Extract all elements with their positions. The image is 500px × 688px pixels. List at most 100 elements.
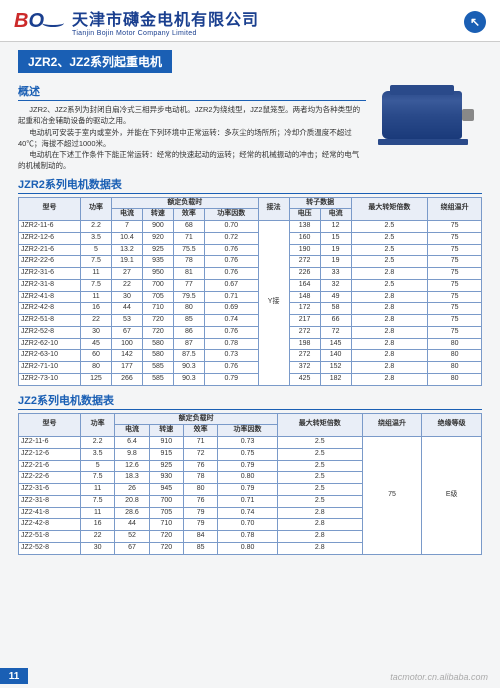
th-pf: 功率因数	[204, 209, 258, 221]
table-cell: 272	[289, 256, 320, 268]
overview-p3: 电动机在下述工作条件下能正常运转：经常的快速起动的运转；经常的机械振动的冲击；经…	[18, 149, 366, 172]
table-row: JZR2-41-8113070579.50.71148492.875	[19, 291, 482, 303]
table-cell: 7.5	[81, 495, 115, 507]
table-cell: 2.5	[351, 232, 428, 244]
table-cell: 30	[81, 326, 112, 338]
table-cell: 7	[111, 221, 142, 233]
table-cell: 720	[149, 531, 183, 543]
table-cell: 77	[173, 279, 204, 291]
table-cell: 87	[173, 338, 204, 350]
table-cell: 0.70	[218, 519, 278, 531]
table-cell: JZ2-42-8	[19, 519, 81, 531]
table-cell: JZ2-22-6	[19, 472, 81, 484]
table-cell: 2.5	[277, 460, 362, 472]
table-row: JZR2-21-6513.292575.50.76190192.575	[19, 244, 482, 256]
table-cell: 10.4	[111, 232, 142, 244]
table-cell: 53	[111, 315, 142, 327]
table-cell: 3.5	[81, 448, 115, 460]
table-cell: 58	[320, 303, 351, 315]
th2-maxtorque: 最大转矩倍数	[277, 413, 362, 437]
table-cell: 20.8	[115, 495, 149, 507]
table-cell: JZR2-22-6	[19, 256, 81, 268]
table-cell: JZ2-11-6	[19, 437, 81, 449]
table-cell: 172	[289, 303, 320, 315]
page-number: 11	[0, 668, 28, 684]
table-cell: 705	[149, 507, 183, 519]
table-cell: 0.71	[218, 495, 278, 507]
table-cell: 19.1	[111, 256, 142, 268]
conn-cell: Y接	[258, 221, 289, 386]
table-cell: 79	[183, 519, 217, 531]
table-cell: 84	[183, 531, 217, 543]
th2-temprise: 绕组温升	[362, 413, 422, 437]
table-cell: 0.69	[204, 303, 258, 315]
table-cell: 2.5	[277, 437, 362, 449]
table-cell: 710	[149, 519, 183, 531]
table-cell: 0.76	[204, 268, 258, 280]
logo-swoosh-icon	[42, 19, 64, 27]
table-cell: 80	[428, 350, 482, 362]
table-cell: 580	[142, 338, 173, 350]
table-cell: 925	[142, 244, 173, 256]
table-cell: 5	[81, 460, 115, 472]
table-cell: 2.5	[351, 279, 428, 291]
table-cell: 7.5	[81, 472, 115, 484]
table-row: JZR2-51-82253720850.74217662.875	[19, 315, 482, 327]
table-cell: 0.76	[204, 256, 258, 268]
table-row: JZR2-22-67.519.1935780.76272192.575	[19, 256, 482, 268]
table-cell: 19	[320, 244, 351, 256]
table-cell: 60	[81, 350, 112, 362]
table-cell: JZR2-63-10	[19, 350, 81, 362]
table-cell: 33	[320, 268, 351, 280]
th2-eff: 效率	[183, 425, 217, 437]
table-cell: 75.5	[173, 244, 204, 256]
jz2-data-table: 型号 功率 额定负载时 最大转矩倍数 绕组温升 绝缘等级 电流 转速 效率 功率…	[18, 413, 482, 555]
motor-body-icon	[382, 91, 462, 139]
table-cell: 2.8	[351, 362, 428, 374]
table-cell: 900	[142, 221, 173, 233]
table-cell: 45	[81, 338, 112, 350]
table-cell: 80	[81, 362, 112, 374]
th-curr2: 电流	[320, 209, 351, 221]
table-row: JZR2-71-108017758590.30.763721522.880	[19, 362, 482, 374]
table-cell: 19	[320, 256, 351, 268]
table-cell: 2.8	[277, 531, 362, 543]
th-current: 电流	[111, 209, 142, 221]
table-cell: 0.79	[218, 484, 278, 496]
th2-rated: 额定负载时	[115, 413, 278, 425]
table-cell: 90.3	[173, 362, 204, 374]
table-row: JZR2-31-87.522700770.67164322.575	[19, 279, 482, 291]
table-cell: 142	[111, 350, 142, 362]
table-row: JZR2-31-61127950810.76226332.875	[19, 268, 482, 280]
table-cell: 75	[428, 303, 482, 315]
th-temprise: 绕组温升	[428, 197, 482, 221]
table-cell: 920	[142, 232, 173, 244]
table-cell: 44	[115, 519, 149, 531]
table-cell: 30	[81, 542, 115, 554]
table-cell: JZ2-21-6	[19, 460, 81, 472]
table-cell: 67	[111, 326, 142, 338]
th-model: 型号	[19, 197, 81, 221]
table-cell: 90.3	[173, 373, 204, 385]
table-cell: 0.79	[204, 373, 258, 385]
logo: BO	[14, 10, 64, 33]
table-cell: 125	[81, 373, 112, 385]
table2-heading: JZ2系列电机数据表	[18, 392, 482, 410]
table-cell: 425	[289, 373, 320, 385]
th2-power: 功率	[81, 413, 115, 437]
table-cell: 79	[183, 507, 217, 519]
th2-pf: 功率因数	[218, 425, 278, 437]
table-cell: 720	[142, 315, 173, 327]
table-cell: 85	[173, 315, 204, 327]
table-cell: 0.73	[218, 437, 278, 449]
table-cell: 80	[183, 484, 217, 496]
table-cell: 75	[428, 315, 482, 327]
th2-current: 电流	[115, 425, 149, 437]
table-cell: 930	[149, 472, 183, 484]
th-rated: 额定负载时	[111, 197, 258, 209]
table-cell: 75	[428, 244, 482, 256]
th-eff: 效率	[173, 209, 204, 221]
table-cell: JZ2-41-8	[19, 507, 81, 519]
table-cell: 30	[111, 291, 142, 303]
table-cell: 11	[81, 507, 115, 519]
